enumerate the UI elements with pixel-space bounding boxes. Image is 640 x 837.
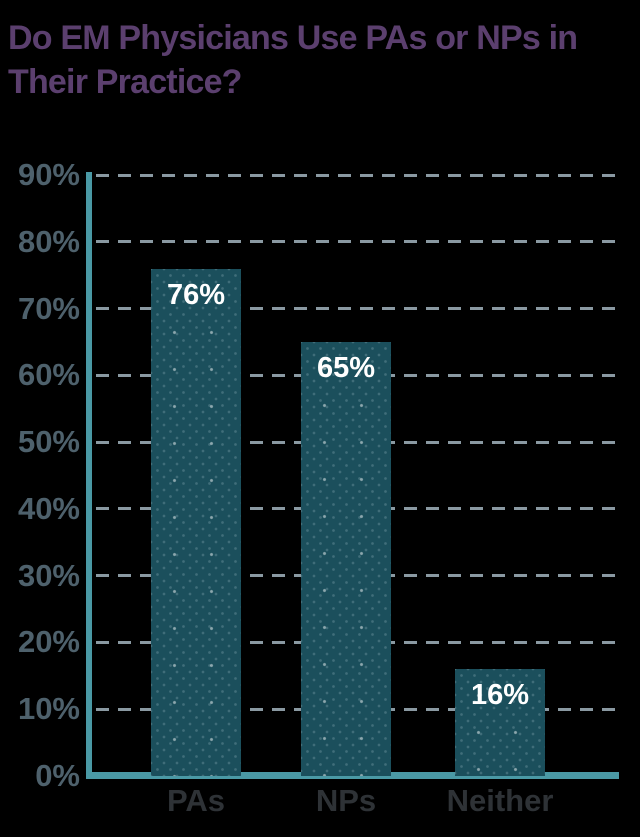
bar-pas: 76% (151, 268, 241, 776)
bar-value-label-nps: 65% (316, 351, 376, 384)
bar-value-label-neither: 16% (470, 679, 530, 712)
gridline-70 (96, 307, 615, 311)
y-tick-label-20: 20% (17, 624, 80, 660)
y-tick-label-0: 0% (35, 758, 80, 793)
x-axis-label-nps: NPs (315, 783, 377, 818)
bar-value-label-pas: 76% (166, 278, 226, 311)
chart-title-line-2: Their Practice? (8, 63, 242, 101)
x-axis-label-neither: Neither (446, 783, 554, 818)
y-tick-label-80: 80% (17, 223, 80, 259)
gridline-80 (96, 240, 615, 244)
y-tick-label-90: 90% (17, 157, 80, 192)
plot-area: 76% 65% 16% (91, 175, 615, 776)
bar-nps: 65% (301, 341, 391, 776)
y-tick-label-10: 10% (17, 691, 80, 727)
y-tick-label-70: 70% (17, 290, 80, 326)
y-tick-label-40: 40% (17, 490, 80, 526)
chart-title: Do EM Physicians Use PAs or NPs in Their… (8, 16, 640, 104)
chart-title-line-1: Do EM Physicians Use PAs or NPs in (8, 19, 578, 57)
gridline-90 (96, 173, 615, 177)
bar-neither: 16% (455, 669, 545, 776)
y-tick-label-50: 50% (17, 424, 80, 460)
y-tick-label-30: 30% (17, 557, 80, 593)
y-axis-line (86, 172, 92, 779)
y-tick-label-60: 60% (17, 357, 80, 393)
x-axis-label-pas: PAs (166, 783, 225, 818)
